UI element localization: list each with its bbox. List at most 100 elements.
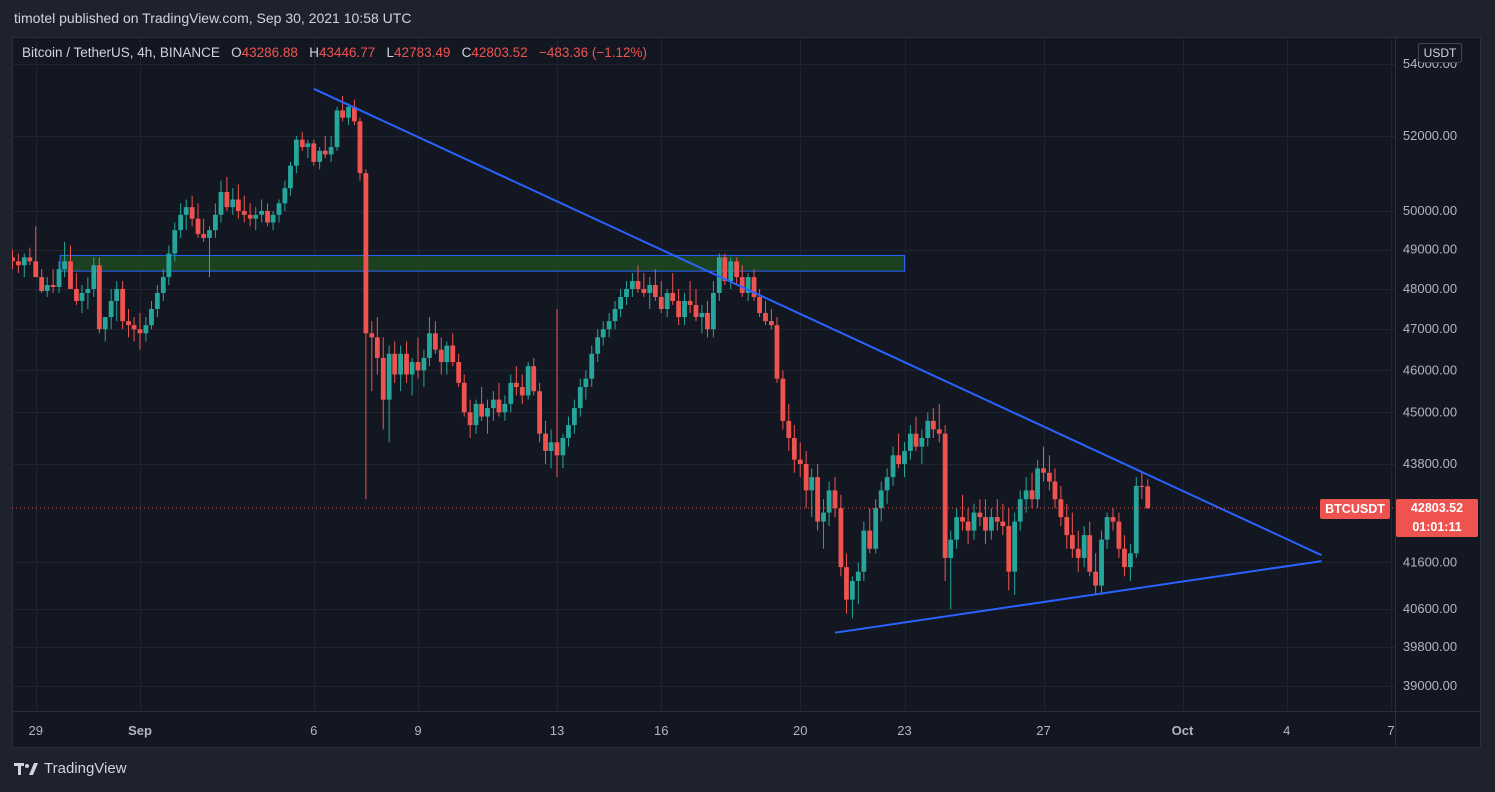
- time-tick-label: 6: [310, 723, 317, 738]
- brand-name: TradingView: [44, 760, 127, 777]
- candle: [606, 313, 612, 338]
- candle-body: [259, 210, 265, 215]
- candle: [352, 99, 357, 126]
- candle: [971, 503, 977, 540]
- candle: [68, 245, 73, 289]
- candle: [62, 241, 67, 278]
- candle-body: [519, 387, 525, 396]
- candle-body: [432, 333, 438, 350]
- candle: [873, 499, 879, 554]
- candle-body: [873, 508, 879, 549]
- candle-body: [68, 261, 73, 289]
- candle-body: [21, 257, 27, 266]
- price-tick-label: 39800.00: [1403, 639, 1457, 654]
- candle: [531, 357, 537, 396]
- candle: [838, 494, 844, 577]
- candle-body: [195, 218, 201, 235]
- candle: [160, 269, 166, 301]
- candle: [374, 317, 380, 375]
- candle: [363, 169, 369, 500]
- candle-body: [595, 337, 601, 354]
- candle-body: [96, 265, 102, 330]
- candle-body: [647, 285, 653, 293]
- candle: [15, 253, 21, 274]
- candle-body: [908, 433, 913, 451]
- time-tick-label: Sep: [128, 723, 152, 738]
- candle: [346, 103, 351, 126]
- time-axis[interactable]: 29 Sep 6 9 13 16 20 23 27 Oct 4 7: [12, 711, 1481, 739]
- candle-body: [780, 378, 786, 421]
- candle-body: [815, 477, 821, 522]
- candle-body: [832, 490, 838, 509]
- candle-body: [612, 308, 618, 322]
- candle-body: [183, 207, 189, 215]
- price-chart[interactable]: 54000.0052000.0050000.0049000.0048000.00…: [12, 37, 1481, 748]
- candle-body: [293, 139, 299, 166]
- candle: [154, 285, 160, 318]
- candle: [577, 378, 583, 417]
- tradingview-brand[interactable]: TradingView: [14, 760, 127, 777]
- candle-body: [890, 455, 896, 478]
- candle-body: [682, 300, 687, 318]
- candle-body: [803, 463, 809, 491]
- candle: [913, 416, 919, 451]
- candle-body: [896, 455, 901, 464]
- currency-button[interactable]: USDT: [1418, 43, 1462, 63]
- price-tick-label: 47000.00: [1403, 321, 1457, 336]
- candle-body: [56, 269, 62, 287]
- candle: [369, 321, 375, 392]
- chart-pane[interactable]: [12, 37, 1481, 748]
- candle: [195, 203, 201, 238]
- candle: [844, 553, 849, 614]
- candle-body: [149, 308, 154, 326]
- candle: [137, 313, 143, 350]
- candle: [479, 387, 484, 421]
- candle-body: [583, 378, 589, 388]
- candle-body: [438, 349, 444, 363]
- candle-body: [33, 261, 39, 278]
- candle: [467, 399, 473, 438]
- candle-body: [137, 329, 143, 334]
- candle: [600, 321, 606, 346]
- candle-body: [652, 285, 658, 297]
- candle: [652, 269, 658, 301]
- candle-body: [693, 304, 699, 318]
- candle: [1122, 535, 1127, 577]
- candle: [1139, 472, 1145, 500]
- candle: [687, 281, 693, 314]
- candle: [525, 362, 531, 400]
- candle: [461, 374, 467, 417]
- time-tick-label: 29: [29, 723, 43, 738]
- candle-body: [12, 257, 15, 262]
- symbol-price-tag: BTCUSDT: [1320, 499, 1390, 519]
- price-axis[interactable]: 54000.0052000.0050000.0049000.0048000.00…: [1395, 37, 1458, 748]
- low-value: 42783.49: [394, 45, 451, 60]
- candle-body: [1035, 468, 1040, 500]
- candle: [878, 481, 884, 522]
- candle-body: [131, 325, 137, 330]
- candle-body: [630, 281, 635, 289]
- candle-body: [797, 459, 803, 464]
- grid-lines: [12, 37, 1395, 711]
- candle: [485, 399, 490, 434]
- candle: [27, 247, 33, 266]
- candle: [693, 288, 699, 322]
- candle: [340, 95, 345, 122]
- candle: [201, 218, 206, 242]
- candle-body: [855, 571, 861, 581]
- candle: [143, 317, 149, 342]
- candle: [861, 521, 867, 581]
- candle-body: [311, 143, 317, 162]
- candle: [166, 245, 172, 286]
- candle-body: [849, 580, 855, 600]
- symbol-name[interactable]: Bitcoin / TetherUS, 4h, BINANCE: [22, 45, 220, 60]
- candle: [821, 499, 826, 549]
- time-tick-label: 23: [897, 723, 911, 738]
- trendlines[interactable]: [313, 87, 1322, 634]
- candle: [513, 366, 519, 396]
- candle: [79, 285, 85, 314]
- candle-body: [543, 433, 548, 451]
- candle: [259, 199, 265, 223]
- candle-body: [479, 403, 484, 417]
- open-value: 43286.88: [241, 45, 298, 60]
